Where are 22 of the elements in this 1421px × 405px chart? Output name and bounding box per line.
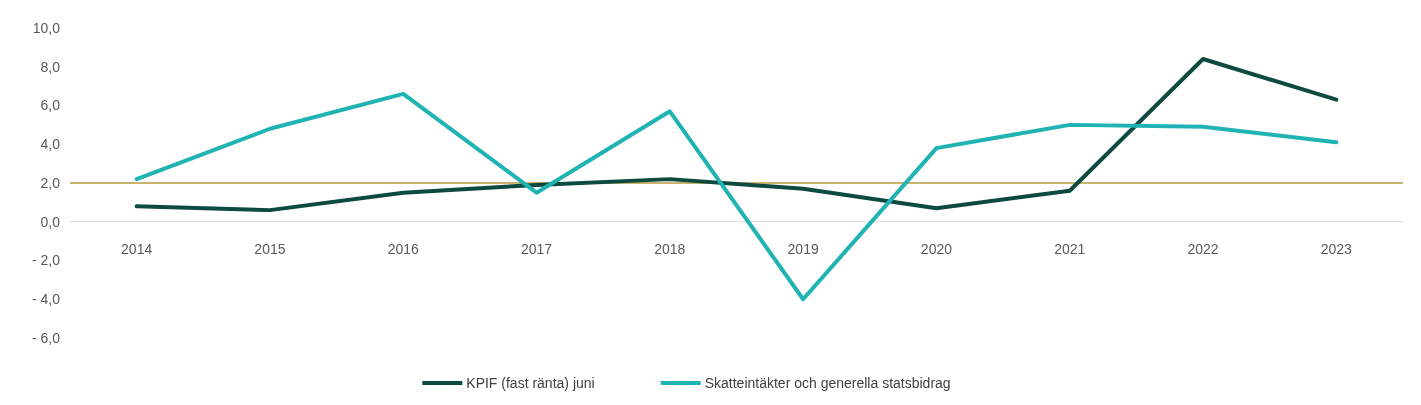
legend-label: KPIF (fast ränta) juni	[466, 375, 595, 391]
y-tick-label: - 4,0	[31, 291, 61, 308]
y-tick-label: 8,0	[40, 58, 61, 75]
x-tick-label: 2022	[1187, 240, 1219, 257]
x-tick-label: 2019	[787, 240, 819, 257]
x-tick-label: 2021	[1054, 240, 1086, 257]
line-series	[134, 57, 1339, 213]
x-tick-label: 2020	[920, 240, 953, 257]
x-tick-label: 2018	[654, 240, 686, 257]
y-tick-label: - 6,0	[31, 329, 61, 346]
x-tick-label: 2014	[121, 240, 153, 257]
x-tick-label: 2017	[520, 240, 553, 257]
legend-label: Skatteintäkter och generella statsbidrag	[704, 375, 951, 391]
x-tick-label: 2016	[387, 240, 420, 257]
y-tick-label: - 2,0	[31, 252, 61, 269]
x-tick-label: 2015	[254, 240, 286, 257]
y-tick-label: 6,0	[40, 97, 61, 114]
y-tick-label: 0,0	[40, 213, 61, 230]
y-tick-label: 4,0	[40, 136, 61, 153]
x-tick-label: 2023	[1320, 240, 1353, 257]
y-tick-label: 2,0	[40, 174, 61, 191]
y-tick-label: 10,0	[32, 19, 61, 36]
